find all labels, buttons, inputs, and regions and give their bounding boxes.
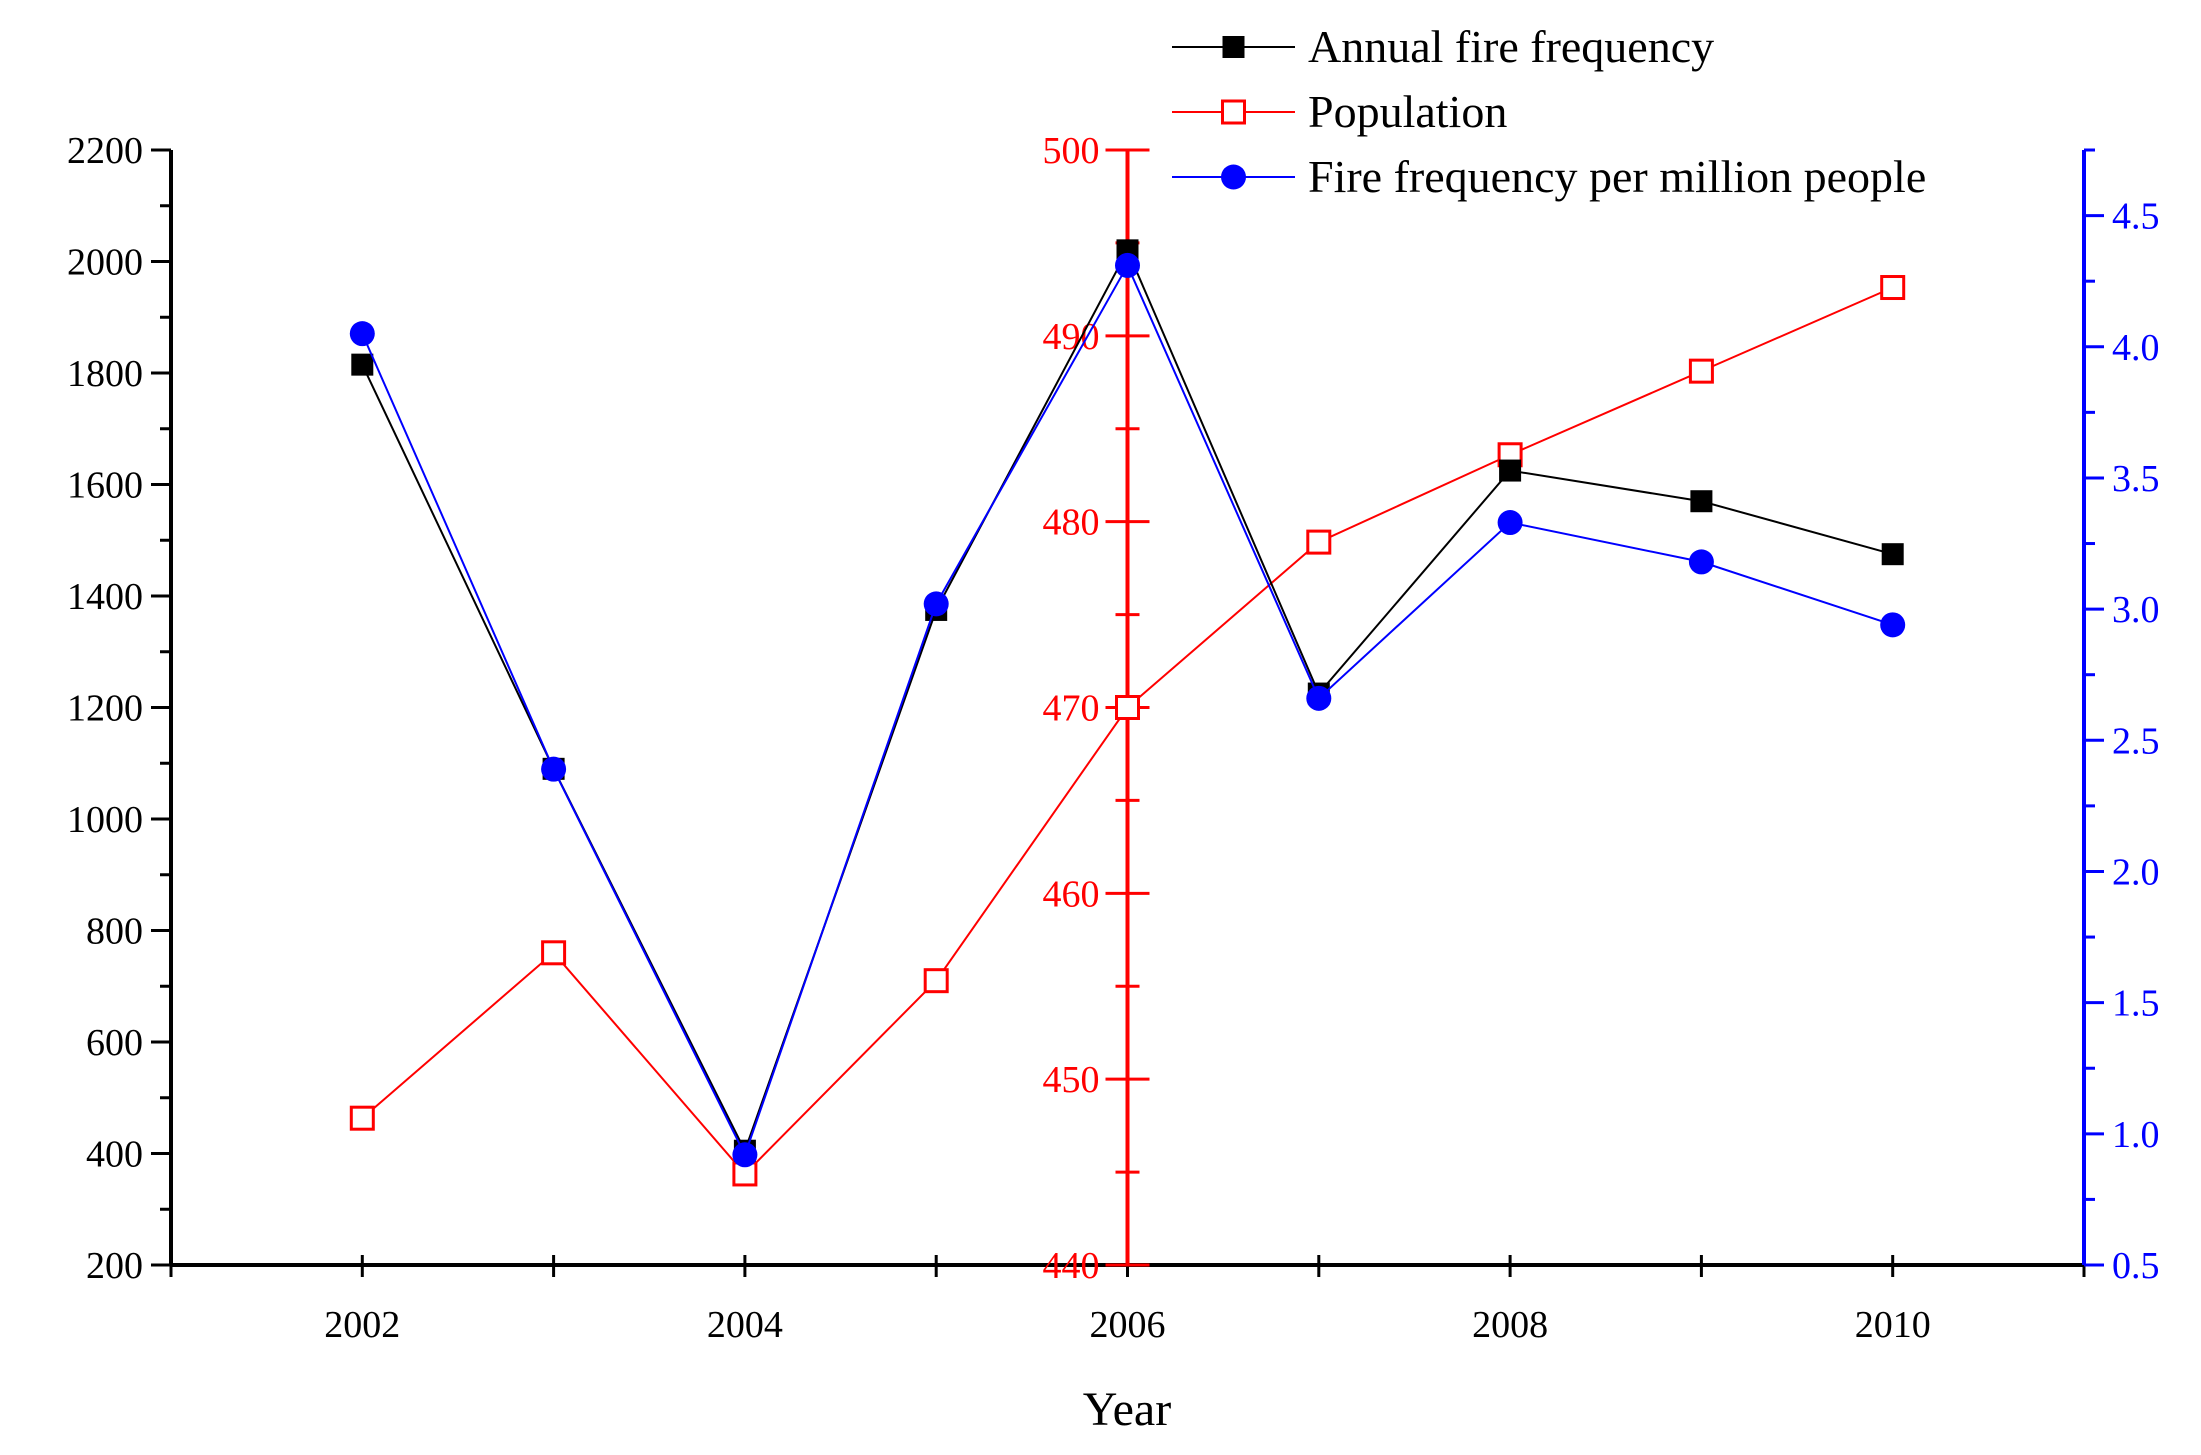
data-point: [1880, 612, 1906, 638]
right-tick-label: 4.5: [2112, 196, 2160, 238]
right-tick-label: 1.5: [2112, 983, 2160, 1025]
legend-item: Annual fire frequency: [1172, 21, 1714, 72]
middle-tick-label: 470: [1043, 688, 1100, 730]
data-point: [541, 940, 567, 966]
data-point: [1497, 510, 1523, 536]
data-point: [351, 353, 374, 376]
right-tick-label: 3.0: [2112, 589, 2160, 631]
legend: Annual fire frequency Population Fire freq…: [1172, 21, 1926, 202]
data-point: [1688, 549, 1714, 575]
x-tick-label: 2006: [1090, 1304, 1166, 1346]
middle-tick-label: 490: [1043, 316, 1100, 358]
data-point: [541, 756, 567, 782]
x-axis-title: Year: [1083, 1383, 1171, 1436]
left-tick-label: 1000: [67, 799, 143, 841]
middle-tick-label: 450: [1043, 1059, 1100, 1101]
data-point: [1881, 543, 1904, 566]
x-tick-label: 2004: [707, 1304, 783, 1346]
data-point: [1690, 490, 1713, 513]
left-tick-label: 2000: [67, 242, 143, 284]
data-point: [1306, 685, 1332, 711]
left-tick-label: 800: [86, 911, 143, 953]
left-tick-label: 400: [86, 1134, 143, 1176]
plot-area: [349, 239, 1906, 1187]
data-point: [923, 591, 949, 617]
legend-item: Population: [1172, 86, 1507, 137]
x-tick-label: 2008: [1472, 1304, 1548, 1346]
middle-tick-label: 480: [1043, 502, 1100, 544]
data-point: [923, 968, 949, 994]
left-tick-label: 1200: [67, 688, 143, 730]
x-tick-label: 2010: [1855, 1304, 1931, 1346]
legend-marker: [1222, 36, 1245, 58]
middle-tick-label: 500: [1043, 130, 1100, 172]
data-point: [1306, 529, 1332, 555]
legend-label: Fire frequency per million people: [1308, 151, 1926, 202]
data-point: [1688, 358, 1714, 384]
right-tick-label: 3.5: [2112, 458, 2160, 500]
data-point: [349, 1105, 375, 1131]
data-point: [1115, 252, 1140, 278]
left-tick-label: 600: [86, 1022, 143, 1064]
middle-tick-label: 440: [1043, 1245, 1100, 1287]
legend-label: Annual fire frequency: [1308, 21, 1714, 72]
series-fire-frequency-per-million-people: [349, 252, 1906, 1168]
legend-item: Fire frequency per million people: [1172, 151, 1926, 202]
middle-tick-label: 460: [1043, 873, 1100, 915]
right-tick-label: 2.0: [2112, 851, 2160, 893]
x-tick-label: 2002: [324, 1304, 400, 1346]
right-tick-label: 2.5: [2112, 720, 2160, 762]
data-point: [1499, 459, 1522, 482]
left-tick-label: 200: [86, 1245, 143, 1287]
data-point: [732, 1142, 758, 1168]
data-point: [1115, 695, 1140, 720]
right-tick-label: 1.0: [2112, 1114, 2160, 1156]
left-tick-label: 1600: [67, 465, 143, 507]
data-point: [349, 321, 375, 347]
left-tick-label: 1400: [67, 576, 143, 618]
axes: 2002 2004 2006 2008 2010 200 400 600 800 1000 1200…: [67, 130, 2160, 1346]
left-tick-label: 2200: [67, 130, 143, 172]
legend-label: Population: [1308, 86, 1507, 137]
right-tick-label: 4.0: [2112, 327, 2160, 369]
data-point: [1880, 275, 1906, 301]
left-tick-label: 1800: [67, 353, 143, 395]
legend-marker: [1221, 99, 1246, 125]
legend-marker: [1221, 164, 1246, 190]
right-tick-label: 0.5: [2112, 1245, 2160, 1287]
